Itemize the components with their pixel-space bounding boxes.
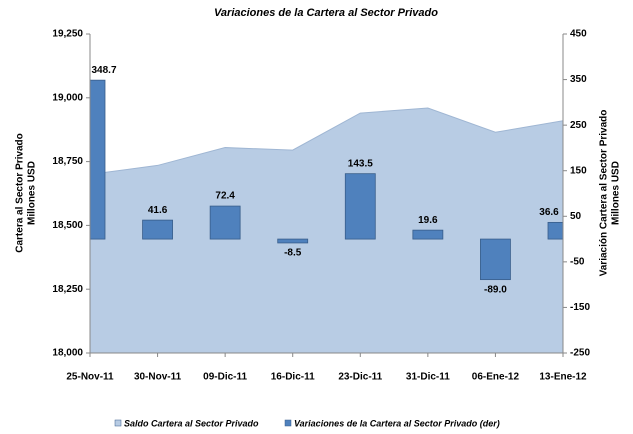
data-label: 36.6 [539,207,559,218]
y-tick-label: 18,250 [52,284,83,295]
bar [90,79,106,240]
data-label: 143.5 [348,158,373,169]
y2-tick-label: 150 [570,165,587,176]
chart-title: Variaciones de la Cartera al Sector Priv… [214,7,438,19]
y2-tick-label: 450 [570,29,587,40]
y-tick-label: 18,000 [52,348,83,359]
data-label: -8.5 [284,248,302,259]
data-label: 348.7 [91,65,116,76]
bar [480,238,511,281]
data-label: 72.4 [215,191,235,202]
data-label: 19.6 [418,215,438,226]
y-tick-label: 18,500 [52,220,83,231]
plot-area [90,79,563,353]
x-tick-label: 13-Ene-12 [539,372,587,383]
y-tick-label: 19,250 [52,29,83,40]
y2-axis-title: Variación Cartera al Sector Privado [599,110,610,277]
y-axis-title: Millones USD [27,161,38,225]
bar [412,229,444,240]
y-tick-label: 18,750 [52,156,83,167]
bar [344,173,376,240]
x-tick-label: 25-Nov-11 [66,372,114,383]
y2-tick-label: -250 [570,348,590,359]
y2-tick-label: 50 [570,211,582,222]
legend-label: Variaciones de la Cartera al Sector Priv… [294,418,500,428]
bar [209,205,241,240]
y2-tick-label: -50 [570,256,585,267]
bar [277,238,309,244]
y2-tick-label: 250 [570,120,587,131]
x-tick-label: 09-Dic-11 [203,372,247,383]
y2-tick-label: -150 [570,302,590,313]
x-tick-label: 31-Dic-11 [406,372,450,383]
bar [142,219,173,240]
data-label: -89.0 [484,284,507,295]
legend-label: Saldo Cartera al Sector Privado [124,418,259,428]
y2-axis-title: Millones USD [611,161,622,225]
x-tick-label: 23-Dic-11 [338,372,382,383]
data-label: 41.6 [148,205,168,216]
x-tick-label: 06-Ene-12 [472,372,520,383]
x-tick-label: 30-Nov-11 [134,372,182,383]
x-tick-label: 16-Dic-11 [271,372,315,383]
y-tick-label: 19,000 [52,92,83,103]
bar [547,221,563,240]
legend-swatch [284,419,292,427]
y-axis-title: Cartera al Sector Privado [15,133,26,253]
area [90,107,563,353]
legend-swatch [114,419,122,427]
y2-tick-label: 350 [570,74,587,85]
